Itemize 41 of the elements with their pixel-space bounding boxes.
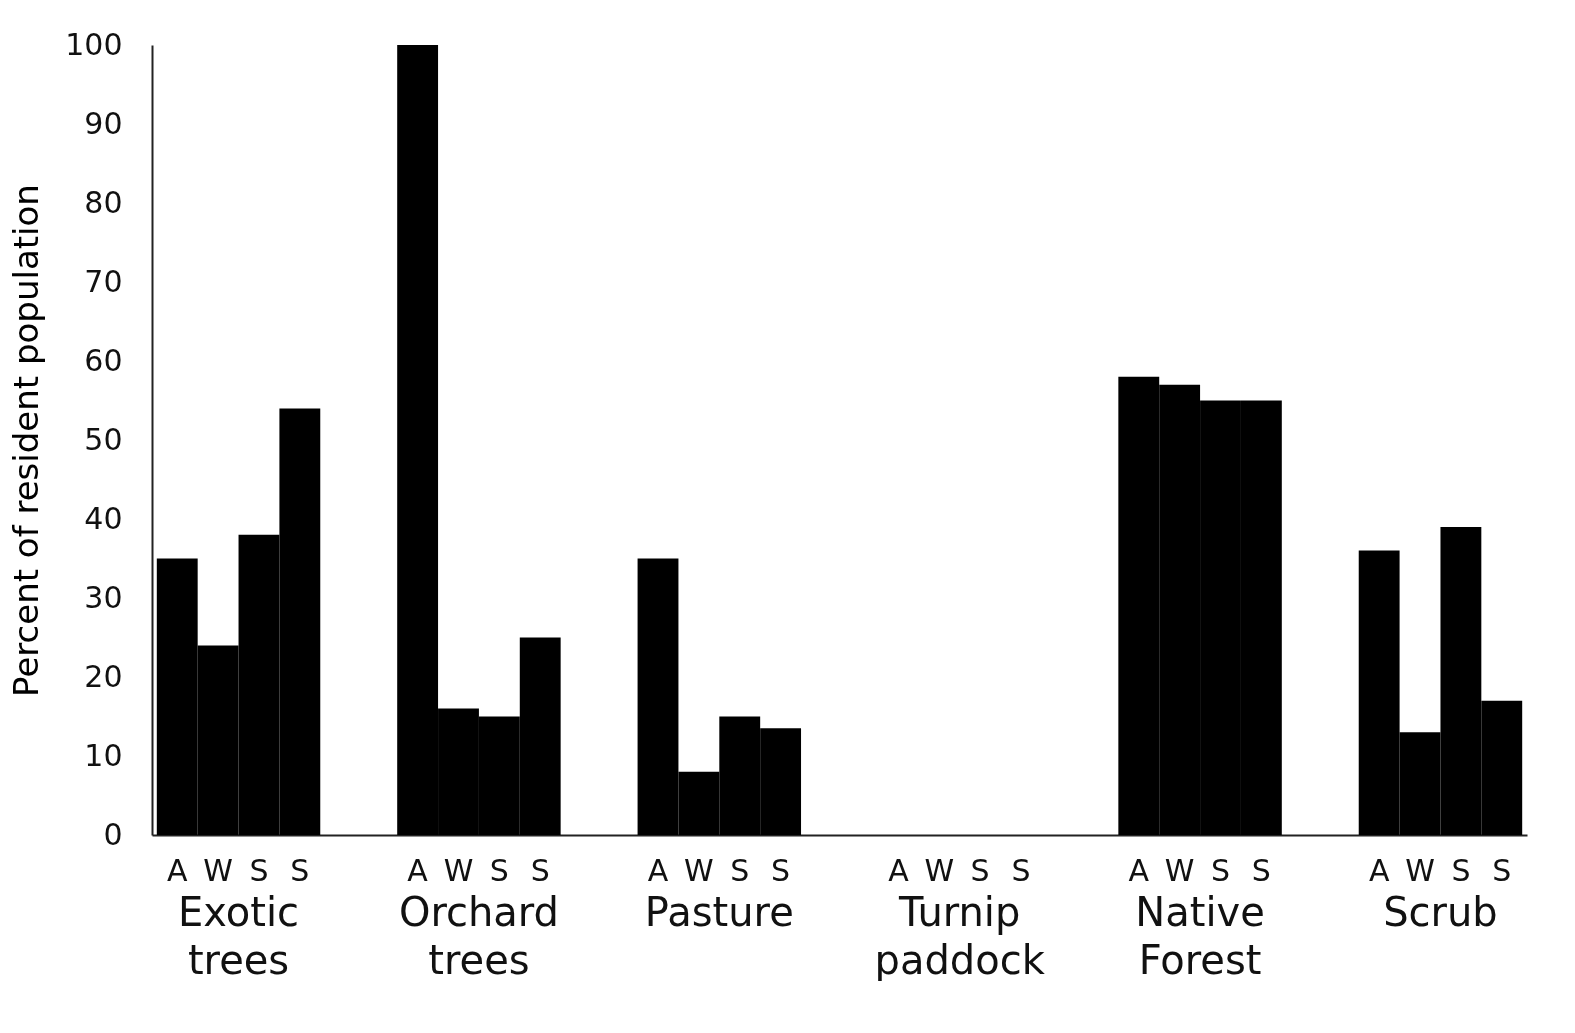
text: S [970, 853, 990, 888]
y-axis-title: Percent of resident population [6, 184, 47, 697]
series-label: S [249, 853, 269, 888]
text: W [443, 853, 474, 888]
y-tick-label: 30 [84, 579, 123, 615]
text: A [1128, 853, 1150, 888]
x-tick-label: Exotic trees [178, 888, 300, 983]
text: A [888, 853, 909, 888]
text: W [684, 853, 714, 888]
text: W [1164, 853, 1195, 888]
y-tick-label: 90 [84, 105, 123, 141]
text: S [1251, 853, 1271, 888]
x-tick-label: Native Forest [1135, 888, 1265, 983]
series-label: S [290, 853, 310, 888]
series-label: A [166, 853, 188, 888]
text: S [1492, 853, 1512, 888]
x-tick-label: Scrub [1383, 888, 1498, 935]
y-tick-label: 20 [84, 658, 123, 694]
y-tick-label: 100 [65, 26, 123, 62]
text: A [647, 853, 669, 888]
series-label: W [203, 853, 233, 888]
y-tick-label: 70 [84, 263, 123, 299]
text: A [407, 853, 428, 888]
text: W [1405, 853, 1435, 888]
text: S [771, 853, 791, 888]
x-tick-label: Pasture [644, 888, 794, 935]
text: S [530, 853, 550, 888]
text: S [489, 853, 509, 888]
y-tick-label: 60 [84, 342, 123, 378]
y-tick-label: 80 [84, 184, 123, 220]
text: S [1011, 853, 1031, 888]
text: S [1451, 853, 1471, 888]
x-tick-label: Orchard trees [398, 888, 559, 983]
text: A [1368, 853, 1390, 888]
y-tick-label: 0 [103, 816, 123, 852]
text: S [730, 853, 750, 888]
y-tick-label: 10 [84, 737, 123, 773]
y-tick-label: 40 [84, 500, 123, 536]
text: W [924, 853, 955, 888]
text: S [1210, 853, 1231, 888]
y-tick-label: 50 [84, 421, 123, 457]
